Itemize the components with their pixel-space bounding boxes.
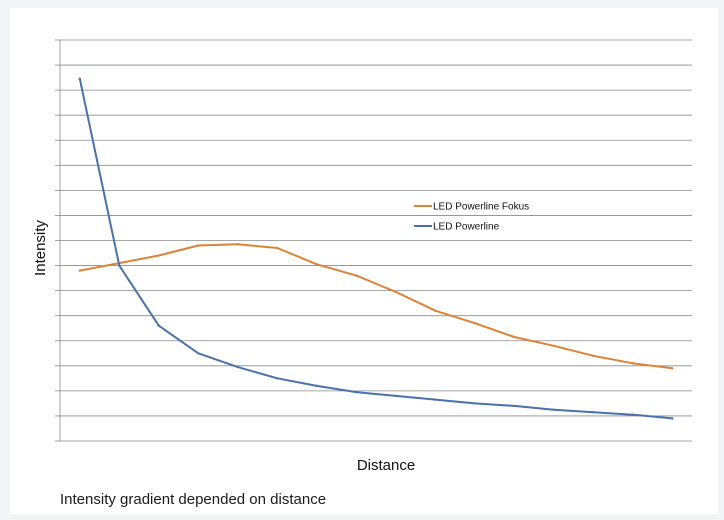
- data-point-s2-4: [197, 352, 200, 355]
- data-point-s1-10: [434, 309, 437, 312]
- data-point-s2-10: [434, 398, 437, 401]
- y-axis-title: Intensity: [32, 220, 49, 276]
- data-point-s1-13: [552, 344, 555, 347]
- chart-legend: LED Powerline Fokus LED Powerline: [414, 202, 529, 233]
- data-point-s2-13: [552, 408, 555, 411]
- data-point-s2-2: [118, 264, 121, 267]
- chart-axes: [55, 39, 692, 442]
- data-point-s2-15: [631, 413, 634, 416]
- data-point-s1-3: [157, 254, 160, 257]
- data-point-s1-9: [394, 290, 397, 294]
- data-point-s2-14: [592, 410, 595, 414]
- legend-label-2: LED Powerline: [433, 222, 500, 233]
- legend-label-1: LED Powerline Fokus: [433, 202, 529, 213]
- data-point-s2-12: [513, 404, 516, 408]
- data-point-s1-16: [671, 367, 674, 370]
- data-point-s2-6: [276, 377, 279, 380]
- chart-gridlines: [60, 39, 692, 417]
- data-point-s2-7: [315, 384, 318, 388]
- data-point-s1-6: [276, 246, 279, 250]
- data-point-s2-3: [157, 324, 160, 327]
- data-point-s2-8: [355, 390, 358, 394]
- data-point-s2-5: [236, 365, 239, 369]
- line-chart: LED Powerline Fokus LED Powerline Distanc…: [32, 39, 692, 474]
- data-point-s2-16: [671, 417, 674, 420]
- data-point-s2-9: [394, 394, 397, 398]
- series-line-2: [78, 77, 674, 420]
- data-point-s1-15: [631, 362, 634, 365]
- data-point-s2-1: [78, 77, 81, 81]
- data-point-s1-11: [473, 322, 476, 325]
- chart-card: LED Powerline Fokus LED Powerline Distanc…: [10, 8, 718, 514]
- series-line-1: [78, 243, 674, 370]
- figure-caption: Intensity gradient depended on distance: [60, 491, 327, 508]
- chart-series: [78, 77, 674, 420]
- data-point-s1-8: [355, 274, 358, 277]
- data-point-s1-12: [513, 335, 516, 339]
- data-point-s1-7: [315, 263, 318, 266]
- data-point-s1-14: [592, 354, 595, 357]
- x-axis-title: Distance: [357, 457, 415, 474]
- data-point-s1-5: [236, 243, 239, 246]
- data-point-s1-1: [78, 269, 81, 272]
- data-point-s1-4: [197, 244, 200, 247]
- data-point-s2-11: [473, 402, 476, 405]
